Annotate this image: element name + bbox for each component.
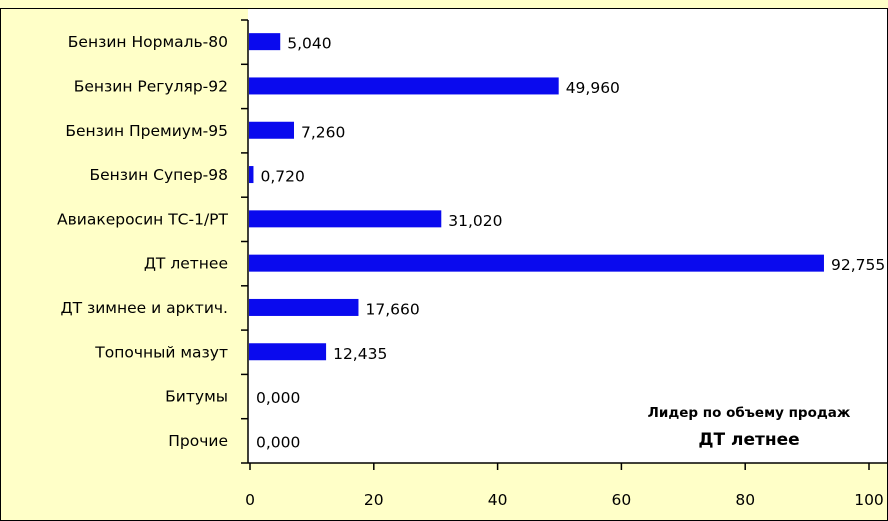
bar-5 (249, 254, 824, 272)
bar-7 (249, 343, 327, 361)
leader-annotation: Лидер по объему продаж ДТ летнее (648, 405, 851, 450)
bar-0 (249, 33, 281, 51)
category-label-3: Бензин Супер-98 (89, 166, 228, 184)
data-label-5: 92,755 (831, 256, 885, 274)
x-tick-label-2: 40 (488, 491, 508, 509)
data-label-2: 7,260 (301, 123, 345, 141)
category-label-5: ДТ летнее (144, 255, 228, 273)
category-label-1: Бензин Регуляр-92 (74, 77, 228, 95)
category-label-0: Бензин Нормаль-80 (68, 33, 228, 51)
x-tick-label-4: 80 (735, 491, 755, 509)
labels-group: Бензин Нормаль-80 5,040 Бензин Регуляр-92 4… (57, 33, 885, 509)
bar-3 (249, 166, 254, 184)
category-label-9: Прочие (168, 432, 228, 450)
category-label-7: Топочный мазут (94, 343, 228, 361)
x-tick-label-1: 20 (364, 491, 384, 509)
data-label-6: 17,660 (365, 300, 419, 318)
category-label-2: Бензин Премиум-95 (65, 122, 228, 140)
plot-area (248, 8, 888, 463)
data-label-1: 49,960 (566, 79, 620, 97)
data-label-4: 31,020 (448, 212, 502, 230)
bar-2 (249, 121, 295, 139)
bar-4 (249, 210, 442, 228)
bar-1 (249, 77, 559, 95)
data-label-0: 5,040 (287, 35, 331, 53)
category-label-6: ДТ зимнее и арктич. (60, 299, 228, 317)
annotation-value: ДТ летнее (698, 430, 799, 450)
x-tick-label-5: 100 (854, 491, 884, 509)
x-tick-label-0: 0 (245, 491, 255, 509)
annotation-title: Лидер по объему продаж (648, 405, 851, 421)
data-label-8: 0,000 (256, 389, 300, 407)
data-label-9: 0,000 (256, 433, 300, 451)
bar-6 (249, 298, 359, 316)
data-label-7: 12,435 (333, 345, 387, 363)
category-label-8: Битумы (165, 388, 228, 406)
data-label-3: 0,720 (260, 168, 304, 186)
x-tick-label-3: 60 (612, 491, 632, 509)
category-label-4: Авиакеросин ТС-1/РТ (57, 210, 229, 228)
bars-group (249, 33, 824, 361)
